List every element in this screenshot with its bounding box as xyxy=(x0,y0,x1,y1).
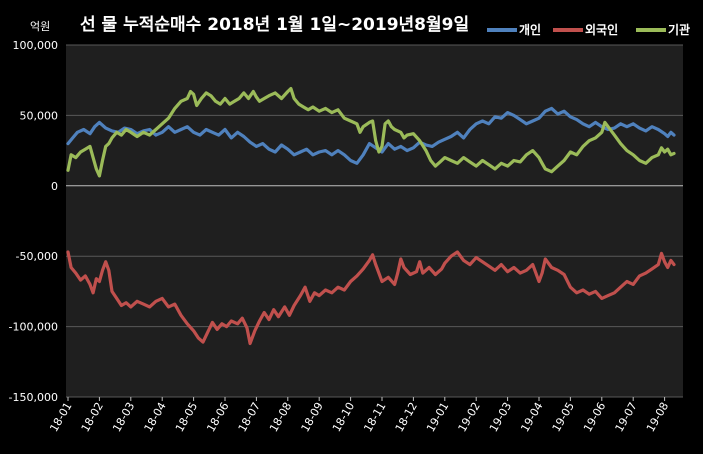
y-tick-label: 50,000 xyxy=(20,109,59,122)
legend-label: 외국인 xyxy=(585,22,618,37)
y-tick-label: 100,000 xyxy=(13,39,59,52)
y-axis: 100,000 50,000 0 -50,000 -100,000 -150,000 xyxy=(9,39,58,404)
series-line-개인 xyxy=(66,106,676,165)
y-tick-label: 0 xyxy=(51,180,58,193)
y-tick-label: -100,000 xyxy=(9,321,58,334)
legend-label: 기관 xyxy=(668,22,690,37)
series-group xyxy=(66,86,676,346)
chart-title: 선 물 누적순매수 2018년 1월 1일~2019년8월9일 xyxy=(80,15,469,35)
series-line-외국인 xyxy=(66,250,676,346)
y-tick-label: -50,000 xyxy=(16,250,58,263)
plot-area xyxy=(66,45,683,397)
y-tick-label: -150,000 xyxy=(9,391,58,404)
series-line-기관 xyxy=(66,86,676,178)
legend: 개인 외국인 기관 xyxy=(487,22,690,37)
unit-label: 억원 xyxy=(30,20,50,33)
legend-label: 개인 xyxy=(519,22,541,37)
